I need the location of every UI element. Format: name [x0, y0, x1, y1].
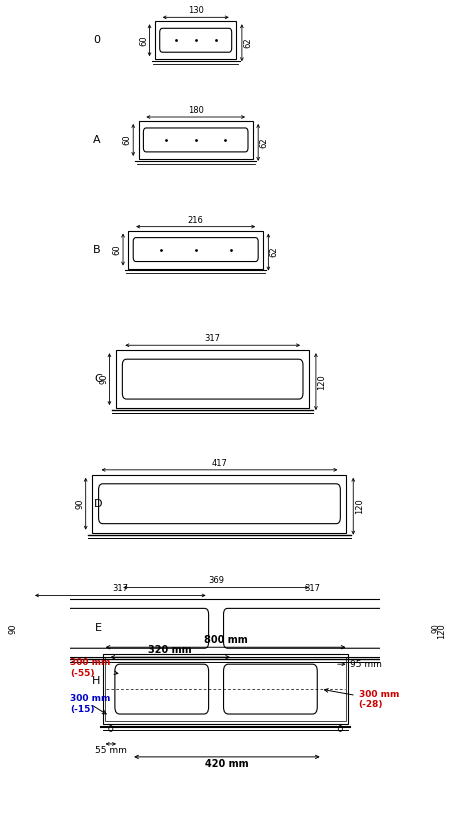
Text: 60: 60 — [139, 35, 148, 45]
Text: 62: 62 — [259, 137, 268, 148]
Text: 120: 120 — [436, 623, 445, 638]
Text: C: C — [94, 374, 102, 384]
Text: 90: 90 — [75, 498, 84, 509]
Bar — [155, 21, 236, 59]
Text: 317: 317 — [303, 585, 319, 593]
Bar — [128, 231, 263, 269]
Text: 130: 130 — [187, 7, 203, 15]
Text: 417: 417 — [211, 459, 227, 468]
Text: 420 mm: 420 mm — [205, 759, 248, 769]
Text: 60: 60 — [112, 244, 121, 255]
Text: B: B — [93, 244, 101, 255]
Text: D: D — [93, 499, 102, 509]
Text: E: E — [95, 623, 102, 633]
Text: 317: 317 — [112, 585, 128, 593]
Text: 0: 0 — [93, 35, 101, 45]
Bar — [102, 654, 348, 724]
Text: A: A — [93, 135, 101, 145]
Text: 317: 317 — [204, 334, 220, 344]
Text: 62: 62 — [269, 247, 278, 257]
Text: 216: 216 — [187, 216, 203, 224]
Bar — [105, 657, 346, 721]
Text: 62: 62 — [243, 38, 252, 48]
Text: 800 mm: 800 mm — [203, 635, 247, 645]
Text: 95 mm: 95 mm — [349, 659, 381, 669]
Text: 120: 120 — [354, 498, 363, 514]
Text: H: H — [91, 676, 100, 686]
Text: 55 mm: 55 mm — [95, 746, 126, 755]
Bar — [26, 600, 426, 657]
Text: 60: 60 — [122, 134, 131, 145]
Text: 369: 369 — [207, 576, 223, 585]
Bar — [92, 475, 346, 533]
Text: 300 mm
(-28): 300 mm (-28) — [324, 689, 398, 709]
Text: 300 mm
(-15): 300 mm (-15) — [70, 695, 110, 714]
Text: 90: 90 — [9, 623, 18, 633]
Text: 90: 90 — [430, 623, 440, 633]
Text: 90: 90 — [99, 374, 108, 385]
Text: 120: 120 — [317, 374, 325, 390]
Bar — [116, 350, 308, 408]
Bar — [138, 121, 252, 159]
Text: 180: 180 — [187, 106, 203, 115]
Text: 320 mm: 320 mm — [148, 645, 192, 655]
Text: 300 mm
(-55): 300 mm (-55) — [70, 659, 118, 678]
